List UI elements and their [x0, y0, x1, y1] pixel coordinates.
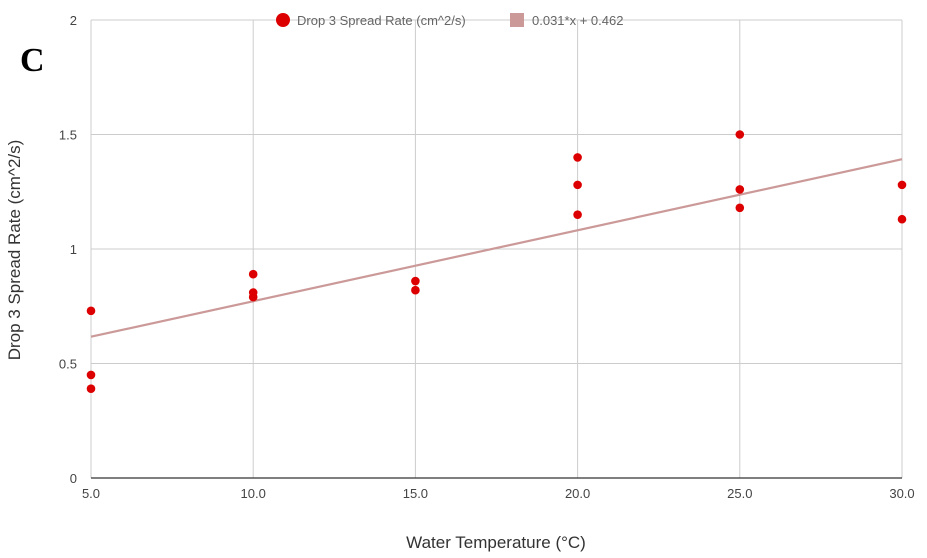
data-point	[86, 370, 96, 380]
data-point	[897, 180, 907, 190]
legend-marker-series	[276, 13, 290, 27]
data-point	[573, 180, 582, 190]
data-point	[86, 384, 96, 393]
legend-label-trendline: 0.031*x + 0.462	[532, 13, 623, 28]
x-axis-title: Water Temperature (°C)	[406, 533, 586, 552]
data-point	[573, 153, 582, 162]
data-point	[86, 306, 96, 316]
tick-labels: 00.511.525.0 10.0 15.0 20.0 25.0 30.0	[59, 13, 915, 501]
trendline-layer	[90, 158, 903, 338]
panel-label: C	[20, 42, 45, 79]
data-point	[248, 292, 258, 302]
x-tick-label: 5.0	[82, 486, 100, 501]
x-tick-label: 15.0	[403, 486, 428, 501]
y-tick-label: 0.5	[59, 357, 77, 372]
data-point	[411, 285, 420, 295]
y-tick-label: 1	[70, 242, 77, 257]
legend-label-series: Drop 3 Spread Rate (cm^2/s)	[297, 13, 466, 28]
trendline	[90, 158, 903, 338]
x-tick-label: 20.0	[565, 486, 590, 501]
x-tick-label: 30.0	[889, 486, 914, 501]
data-point	[897, 214, 907, 224]
y-tick-label: 0	[70, 471, 77, 486]
y-tick-label: 1.5	[59, 128, 77, 143]
legend[interactable]: Drop 3 Spread Rate (cm^2/s) 0.031*x + 0.…	[276, 13, 623, 28]
data-points	[86, 130, 907, 393]
y-tick-label: 2	[70, 13, 77, 28]
x-tick-label: 10.0	[241, 486, 266, 501]
data-point	[735, 130, 745, 139]
y-axis-title: Drop 3 Spread Rate (cm^2/s)	[5, 140, 24, 361]
x-tick-label: 25.0	[727, 486, 752, 501]
legend-marker-trendline	[510, 13, 524, 27]
data-point	[248, 269, 258, 279]
data-point	[411, 276, 420, 286]
data-point	[573, 210, 582, 219]
data-point	[735, 203, 745, 213]
data-point	[735, 185, 745, 194]
